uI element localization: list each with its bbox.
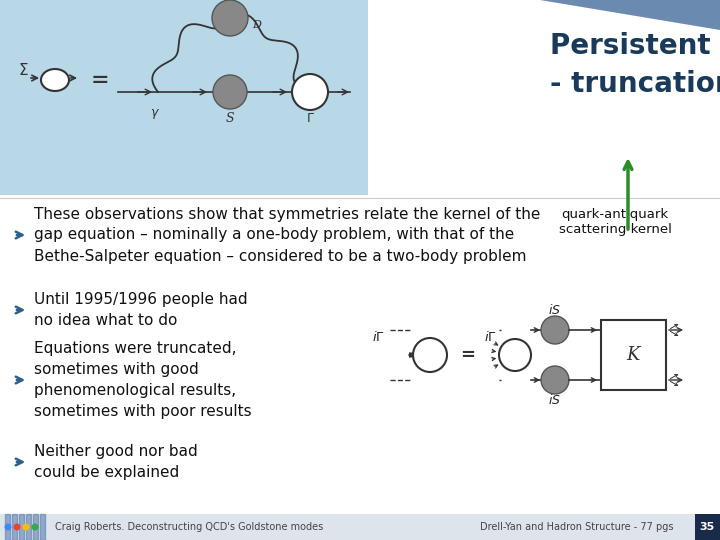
Text: S: S <box>225 112 234 125</box>
Polygon shape <box>26 514 31 540</box>
Text: $\Gamma$: $\Gamma$ <box>305 112 315 125</box>
Text: D: D <box>252 20 261 30</box>
Circle shape <box>32 523 38 530</box>
Circle shape <box>14 523 20 530</box>
Bar <box>0 0 368 195</box>
Polygon shape <box>12 514 17 540</box>
Circle shape <box>499 339 531 371</box>
Circle shape <box>213 75 247 109</box>
Circle shape <box>22 523 30 530</box>
Circle shape <box>212 0 248 36</box>
Text: =: = <box>91 69 109 91</box>
Text: Craig Roberts. Deconstructing QCD's Goldstone modes: Craig Roberts. Deconstructing QCD's Gold… <box>55 522 323 532</box>
Text: $i\Gamma$: $i\Gamma$ <box>484 330 497 344</box>
Circle shape <box>4 523 12 530</box>
Text: $i\Gamma$: $i\Gamma$ <box>372 330 384 344</box>
Text: Neither good nor bad
could be explained: Neither good nor bad could be explained <box>34 444 198 480</box>
Text: $iS$: $iS$ <box>549 303 562 317</box>
Text: Until 1995/1996 people had
no idea what to do: Until 1995/1996 people had no idea what … <box>34 292 248 328</box>
Polygon shape <box>540 0 720 30</box>
Polygon shape <box>19 514 24 540</box>
Ellipse shape <box>41 69 69 91</box>
Text: Persistent challenge
- truncation scheme: Persistent challenge - truncation scheme <box>550 31 720 98</box>
Text: These observations show that symmetries relate the kernel of the
gap equation – : These observations show that symmetries … <box>34 206 541 264</box>
Text: quark-antiquark
scattering kernel: quark-antiquark scattering kernel <box>559 208 672 236</box>
Text: $\Sigma$: $\Sigma$ <box>18 62 29 78</box>
Polygon shape <box>33 514 38 540</box>
Bar <box>695 514 720 540</box>
Polygon shape <box>5 514 10 540</box>
Circle shape <box>413 338 447 372</box>
Text: K: K <box>626 346 640 364</box>
Circle shape <box>292 74 328 110</box>
Text: $\gamma$: $\gamma$ <box>150 107 160 121</box>
Text: Equations were truncated,
sometimes with good
phenomenological results,
sometime: Equations were truncated, sometimes with… <box>34 341 251 419</box>
Bar <box>601 320 666 390</box>
Polygon shape <box>40 514 45 540</box>
Text: $iS$: $iS$ <box>549 393 562 407</box>
Text: Drell-Yan and Hadron Structure - 77 pgs: Drell-Yan and Hadron Structure - 77 pgs <box>480 522 673 532</box>
Circle shape <box>541 366 569 394</box>
Circle shape <box>541 316 569 344</box>
Text: 35: 35 <box>699 522 715 532</box>
Bar <box>0 514 720 540</box>
Text: =: = <box>461 346 475 364</box>
